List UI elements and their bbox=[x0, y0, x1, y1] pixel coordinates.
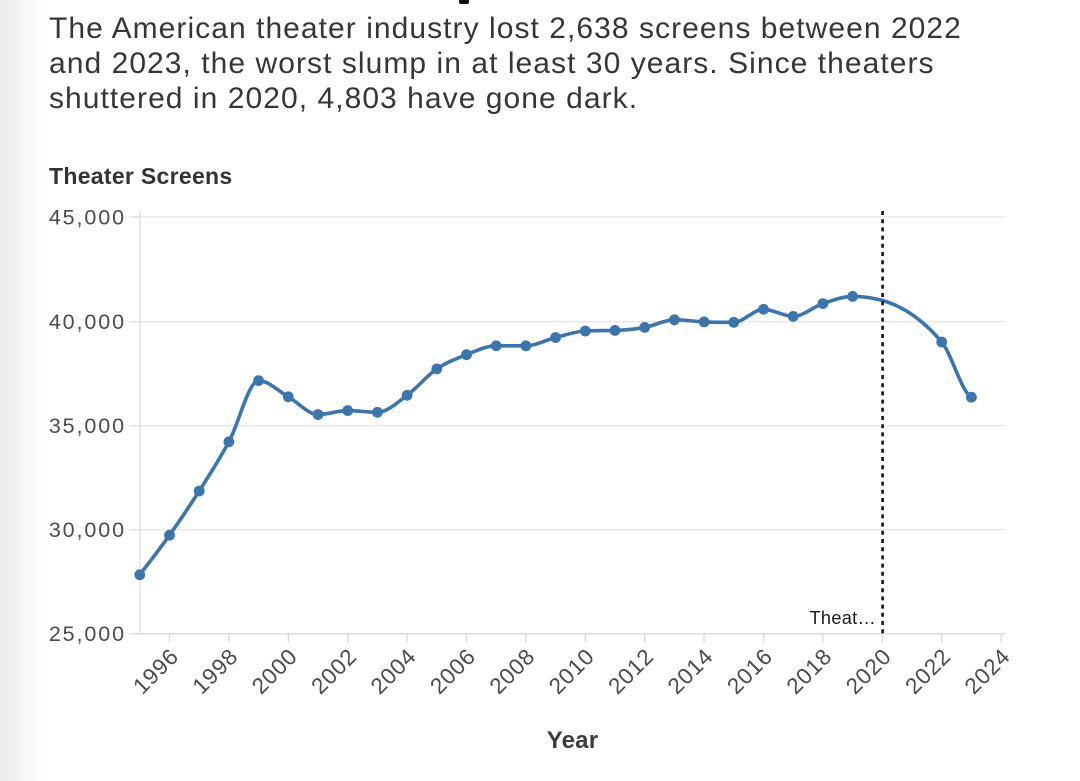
svg-text:25,000: 25,000 bbox=[49, 622, 126, 646]
svg-text:45,000: 45,000 bbox=[49, 205, 126, 229]
svg-text:1996: 1996 bbox=[128, 644, 183, 699]
svg-text:40,000: 40,000 bbox=[49, 310, 126, 334]
svg-text:2020: 2020 bbox=[841, 644, 896, 699]
svg-text:2024: 2024 bbox=[960, 644, 1015, 699]
svg-text:2006: 2006 bbox=[425, 644, 480, 699]
svg-text:Year: Year bbox=[547, 727, 599, 754]
svg-text:2016: 2016 bbox=[722, 644, 777, 699]
svg-text:2012: 2012 bbox=[603, 644, 658, 699]
svg-text:30,000: 30,000 bbox=[49, 518, 126, 542]
svg-text:2004: 2004 bbox=[366, 644, 421, 699]
svg-text:1998: 1998 bbox=[188, 644, 243, 699]
svg-text:2022: 2022 bbox=[900, 644, 955, 699]
svg-text:2008: 2008 bbox=[485, 644, 540, 699]
svg-text:2014: 2014 bbox=[663, 644, 718, 699]
svg-text:35,000: 35,000 bbox=[49, 414, 126, 438]
svg-text:2010: 2010 bbox=[544, 644, 599, 699]
svg-text:2000: 2000 bbox=[247, 644, 302, 699]
svg-text:2002: 2002 bbox=[306, 644, 361, 699]
svg-text:2018: 2018 bbox=[782, 644, 837, 699]
svg-text:Theat…: Theat… bbox=[810, 608, 877, 628]
